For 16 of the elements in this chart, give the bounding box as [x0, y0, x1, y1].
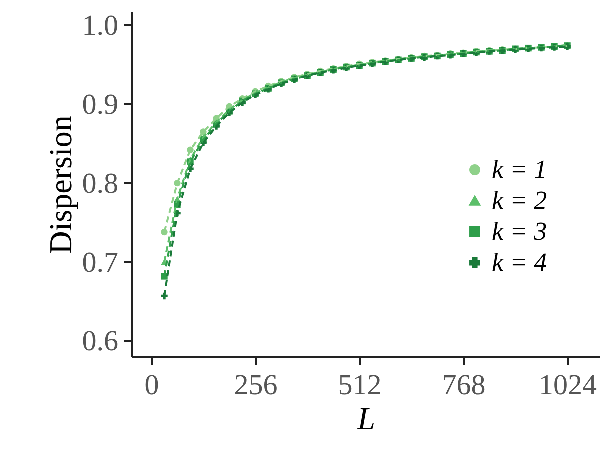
x-tick-label: 512 — [338, 370, 382, 402]
x-axis-title: L — [356, 400, 376, 436]
legend-label: k = 4 — [492, 248, 548, 277]
x-tick-label: 1024 — [539, 370, 598, 402]
legend-label: k = 2 — [492, 186, 548, 215]
y-tick-label: 1.0 — [82, 10, 118, 42]
y-tick-label: 0.6 — [82, 326, 118, 358]
x-tick-label: 768 — [442, 370, 486, 402]
y-tick-label: 0.9 — [82, 88, 118, 121]
x-tick-label: 0 — [144, 370, 160, 402]
legend-label: k = 3 — [492, 217, 548, 246]
y-axis-title: Dispersion — [42, 116, 78, 254]
x-tick-label: 256 — [234, 370, 278, 402]
y-tick-label: 0.8 — [82, 168, 118, 200]
y-tick-label: 0.7 — [82, 246, 118, 279]
legend-label: k = 1 — [492, 155, 548, 184]
